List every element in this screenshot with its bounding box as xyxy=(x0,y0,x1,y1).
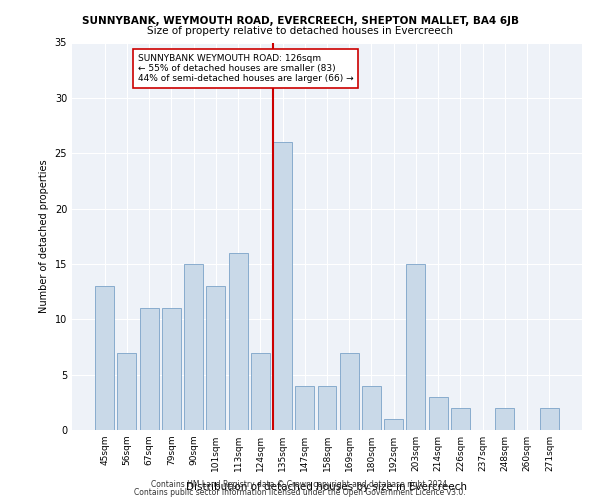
Bar xyxy=(229,253,248,430)
Bar xyxy=(162,308,181,430)
Bar xyxy=(184,264,203,430)
Bar xyxy=(384,419,403,430)
Text: Contains public sector information licensed under the Open Government Licence v3: Contains public sector information licen… xyxy=(134,488,466,497)
Text: SUNNYBANK WEYMOUTH ROAD: 126sqm
← 55% of detached houses are smaller (83)
44% of: SUNNYBANK WEYMOUTH ROAD: 126sqm ← 55% of… xyxy=(138,54,353,84)
Bar xyxy=(540,408,559,430)
Text: Contains HM Land Registry data © Crown copyright and database right 2024.: Contains HM Land Registry data © Crown c… xyxy=(151,480,449,489)
Bar xyxy=(251,352,270,430)
Bar xyxy=(118,352,136,430)
Bar xyxy=(340,352,359,430)
X-axis label: Distribution of detached houses by size in Evercreech: Distribution of detached houses by size … xyxy=(187,482,467,492)
Bar xyxy=(140,308,158,430)
Bar xyxy=(273,142,292,430)
Text: Size of property relative to detached houses in Evercreech: Size of property relative to detached ho… xyxy=(147,26,453,36)
Bar xyxy=(362,386,381,430)
Text: SUNNYBANK, WEYMOUTH ROAD, EVERCREECH, SHEPTON MALLET, BA4 6JB: SUNNYBANK, WEYMOUTH ROAD, EVERCREECH, SH… xyxy=(82,16,518,26)
Bar xyxy=(429,397,448,430)
Bar xyxy=(451,408,470,430)
Bar xyxy=(206,286,225,430)
Bar xyxy=(317,386,337,430)
Bar xyxy=(295,386,314,430)
Bar xyxy=(95,286,114,430)
Bar xyxy=(496,408,514,430)
Bar xyxy=(406,264,425,430)
Y-axis label: Number of detached properties: Number of detached properties xyxy=(39,160,49,313)
